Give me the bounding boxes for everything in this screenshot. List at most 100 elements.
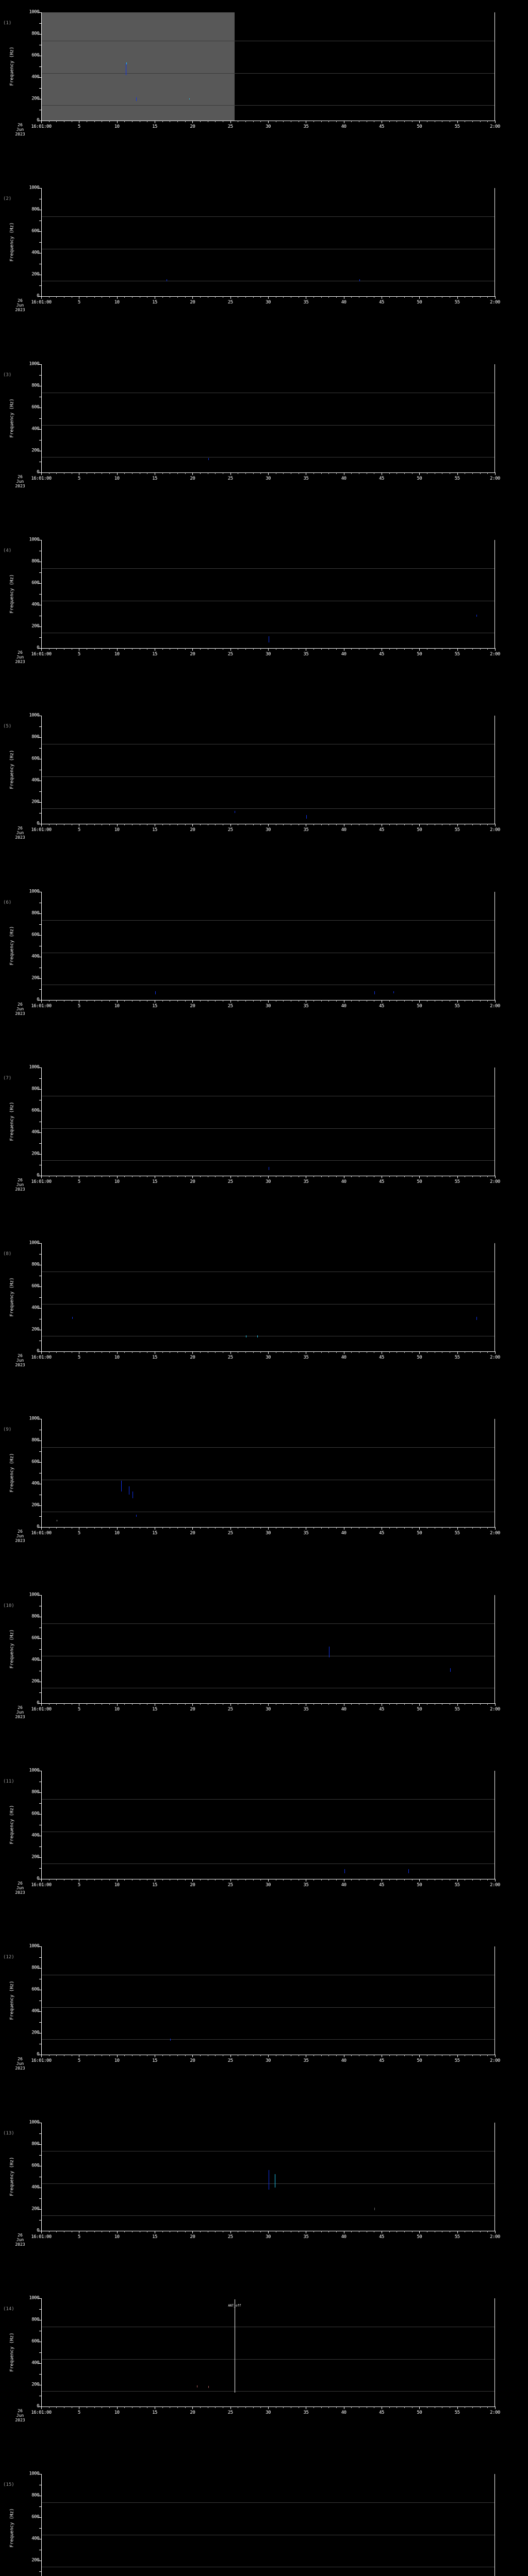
x-tick-mark-minor (185, 1527, 186, 1529)
x-tick-mark-minor (132, 121, 133, 122)
y-tick-mark-minor (39, 2155, 41, 2156)
x-tick-mark-minor (177, 1527, 178, 1529)
y-tick-label: 400 (31, 426, 39, 432)
x-tick-mark-minor (351, 1175, 352, 1177)
x-tick-mark-minor (200, 1703, 201, 1705)
x-tick-mark-minor (321, 1527, 322, 1529)
x-tick-mark (192, 1351, 193, 1354)
x-tick-mark-minor (351, 296, 352, 298)
spectrogram-canvas (42, 1419, 494, 1527)
x-tick-mark-minor (351, 2055, 352, 2057)
x-tick-mark-minor (472, 2230, 473, 2232)
x-tick-mark (230, 824, 231, 827)
y-tick-label: 0 (37, 821, 39, 826)
x-tick-mark-minor (177, 472, 178, 474)
y-axis-label: Frequency (Hz) (9, 1980, 15, 2020)
y-tick-label: 600 (31, 1987, 39, 1992)
x-tick-mark-minor (245, 296, 246, 298)
y-tick-label: 200 (31, 1679, 39, 1684)
x-tick-mark (495, 1527, 496, 1530)
x-axis: 16:01:00 5 10 15 20 25 30 35 40 45 50 55 2:00 (31, 296, 500, 314)
detection-mark (306, 815, 307, 819)
x-tick-label: 25 (227, 1355, 233, 1361)
x-tick-mark-minor (185, 2406, 186, 2408)
x-tick-label: 40 (341, 1179, 346, 1184)
date-label-line: Jun (16, 2061, 24, 2066)
detection-mark (72, 1316, 73, 1319)
x-tick-mark-minor (94, 1703, 95, 1705)
x-tick-label: 40 (341, 476, 346, 481)
y-tick-label: 1000 (29, 9, 39, 15)
date-label-line: Jun (16, 1709, 24, 1715)
y-tick-mark (38, 1440, 41, 1442)
x-tick-mark-minor (404, 824, 405, 826)
x-tick-label: 35 (303, 1883, 309, 1888)
x-tick-mark-minor (389, 824, 390, 826)
x-tick-mark-minor (283, 2406, 284, 2408)
x-tick-mark-minor (94, 2055, 95, 2057)
x-tick-mark-minor (162, 648, 163, 650)
x-tick-mark-minor (185, 296, 186, 298)
y-tick-label: 600 (31, 2338, 39, 2344)
x-tick-mark (41, 1703, 42, 1706)
x-tick-mark (230, 472, 231, 475)
x-tick-mark (41, 648, 42, 651)
baseline-trace (42, 2391, 494, 2392)
x-tick-mark (419, 1527, 420, 1530)
spectrogram-canvas (42, 716, 494, 824)
x-tick-mark (41, 296, 42, 299)
y-tick-label: 200 (31, 1151, 39, 1157)
y-tick-label: 800 (31, 1437, 39, 1443)
spectrogram-canvas (42, 1243, 494, 1351)
x-tick-mark-minor (328, 2230, 329, 2232)
y-tick-label: 0 (37, 997, 39, 1002)
y-tick-mark (38, 1089, 41, 1090)
x-tick-mark-minor (260, 2406, 261, 2408)
x-tick-mark-minor (321, 472, 322, 474)
y-tick-label: 1000 (29, 1592, 39, 1598)
y-tick-label: 600 (31, 1108, 39, 1113)
y-tick-label: 800 (31, 910, 39, 916)
date-label-line: Jun (16, 831, 24, 836)
x-tick-mark-minor (404, 999, 405, 1002)
y-tick-label: 1000 (29, 713, 39, 718)
x-tick-mark-minor (245, 121, 246, 122)
x-tick-mark (419, 824, 420, 827)
x-tick-label: 20 (190, 2058, 195, 2064)
x-tick-label: 55 (454, 2058, 460, 2064)
x-tick-label: 30 (266, 827, 271, 833)
date-label-line: 2023 (15, 1363, 25, 1368)
y-axis: Frequency (Hz) (3) 0 200 400 600 800 1000 (0, 362, 41, 474)
y-tick-label: 800 (31, 383, 39, 388)
x-tick-mark-minor (321, 296, 322, 298)
x-tick-mark-minor (132, 1351, 133, 1353)
x-tick-label: 35 (303, 651, 309, 657)
x-tick-mark-minor (200, 1175, 201, 1177)
panel-index-label: (3) (3, 372, 12, 378)
x-tick-mark-minor (389, 472, 390, 474)
x-tick-mark-minor (94, 1527, 95, 1529)
x-tick-mark (495, 2230, 496, 2233)
y-axis: Frequency (Hz) (4) 0 200 400 600 800 1000 (0, 537, 41, 650)
baseline-trace (42, 425, 494, 426)
x-tick-mark-minor (389, 648, 390, 650)
x-tick-mark (457, 2055, 458, 2058)
y-tick-mark (38, 296, 41, 297)
x-tick-label: 30 (266, 2058, 271, 2064)
y-tick-mark-minor (39, 418, 41, 419)
x-tick-mark-minor (404, 2406, 405, 2408)
y-tick-mark (38, 999, 41, 1001)
x-tick-mark-minor (48, 2230, 50, 2232)
x-tick-mark-minor (109, 1351, 110, 1353)
x-tick-mark (419, 1351, 420, 1354)
spectrogram-panel: Frequency (Hz) (3) 0 200 400 600 800 1000 16:01:… (0, 362, 528, 490)
baseline-trace (42, 1160, 494, 1161)
y-tick-mark-minor (39, 813, 41, 814)
y-tick-mark (38, 2011, 41, 2012)
x-tick-mark-minor (283, 824, 284, 826)
x-tick-mark-minor (253, 472, 254, 474)
x-tick-mark (117, 2230, 118, 2233)
x-tick-mark-minor (351, 1351, 352, 1353)
y-axis: Frequency (Hz) (2) 0 200 400 600 800 1000 (0, 185, 41, 298)
